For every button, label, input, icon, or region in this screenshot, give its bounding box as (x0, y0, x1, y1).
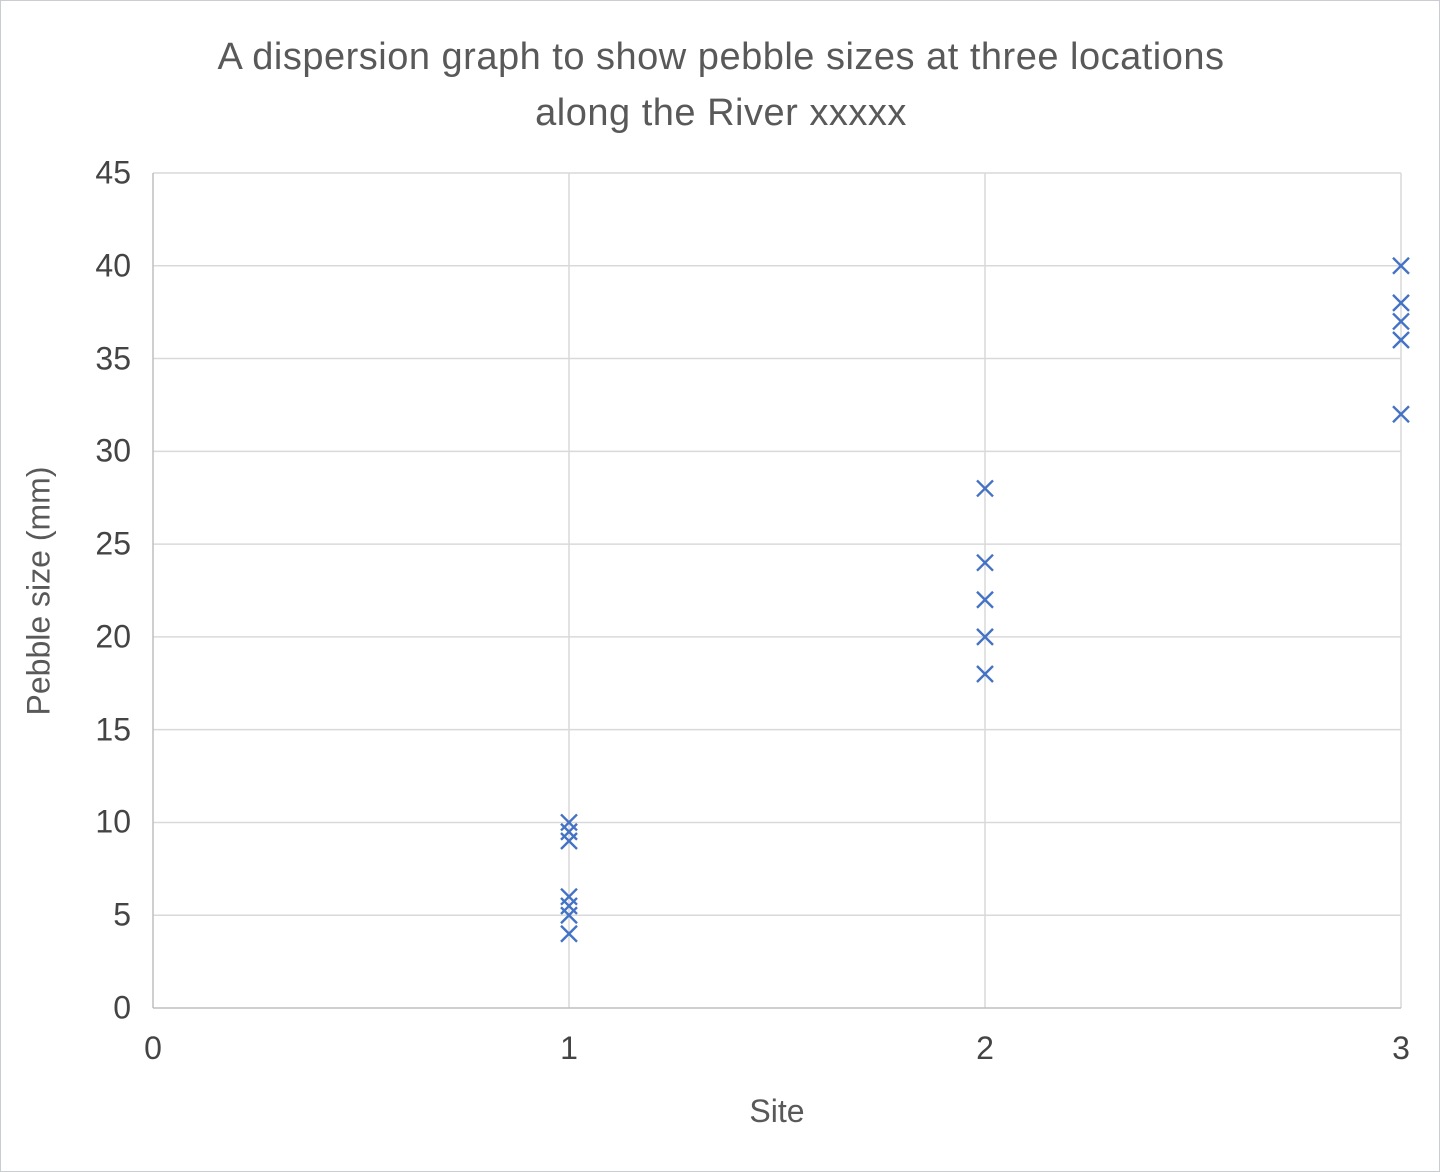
y-tick-label: 10 (95, 803, 131, 840)
y-tick-label: 40 (95, 247, 131, 284)
y-tick-label: 0 (113, 989, 131, 1026)
x-axis-title: Site (749, 1093, 805, 1129)
y-tick-label: 5 (113, 896, 131, 933)
data-point-x-marker (560, 832, 578, 850)
y-tick-label: 35 (95, 340, 131, 377)
y-tick-label: 45 (95, 154, 131, 191)
data-point-x-marker (1392, 256, 1410, 275)
data-point-x-marker (1392, 312, 1410, 331)
data-point-x-marker (976, 665, 994, 683)
data-point-x-marker (1392, 331, 1410, 349)
data-point-x-marker (1392, 294, 1410, 312)
chart-title-line-2: along the River xxxxx (535, 92, 907, 134)
data-point-x-marker (560, 906, 578, 925)
x-tick-label: 2 (976, 1030, 994, 1066)
data-point-x-marker (976, 553, 994, 572)
y-tick-label: 20 (95, 618, 131, 655)
data-point-x-marker (976, 628, 994, 646)
y-tick-label: 30 (95, 432, 131, 469)
y-tick-label: 15 (95, 711, 131, 748)
chart-title-line-1: A dispersion graph to show pebble sizes … (217, 36, 1225, 78)
data-point-x-marker (976, 590, 994, 609)
chart-title: A dispersion graph to show pebble sizes … (1, 29, 1439, 141)
data-point-x-marker (1392, 405, 1410, 424)
x-tick-label: 0 (144, 1030, 162, 1066)
data-point-x-marker (560, 924, 578, 943)
data-point-x-marker (976, 479, 994, 498)
x-tick-label: 1 (560, 1030, 578, 1066)
y-tick-label: 25 (95, 525, 131, 562)
x-tick-label: 3 (1392, 1030, 1410, 1066)
